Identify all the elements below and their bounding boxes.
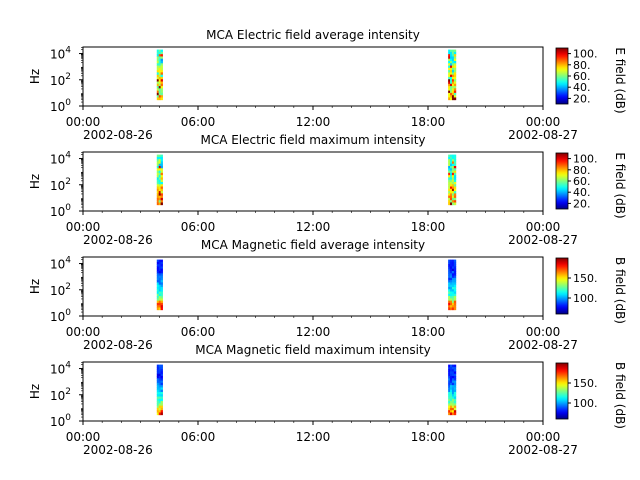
colorbar-tick-label: 80. [573, 164, 591, 177]
colorbar-tick-label: 100. [573, 48, 598, 61]
panel-4: MCA Magnetic field maximum intensity 100 1… [28, 343, 627, 457]
y-tick-label: 102 [50, 177, 71, 193]
y-axis-label: Hz [28, 69, 42, 84]
panel-2: MCA Electric field maximum intensity 100 1… [28, 133, 627, 247]
x-date-end: 2002-08-27 [508, 128, 578, 142]
x-tick-label: 12:00 [296, 115, 331, 129]
x-tick-label: 00:00 [66, 430, 101, 444]
data-pass [448, 364, 457, 416]
panel-title: MCA Electric field average intensity [206, 28, 420, 42]
y-axis-label: Hz [28, 279, 42, 294]
x-tick-label: 06:00 [181, 325, 216, 339]
x-date-start: 2002-08-26 [83, 443, 153, 457]
colorbar-tick-label: 100. [573, 153, 598, 166]
y-tick-label: 104 [50, 256, 71, 272]
y-tick-label: 100 [50, 98, 71, 114]
y-tick-label: 100 [50, 308, 71, 324]
x-tick-label: 00:00 [66, 220, 101, 234]
x-date-end: 2002-08-27 [508, 338, 578, 352]
data-pass [156, 49, 163, 101]
axes-frame [82, 361, 544, 422]
y-axis-label: Hz [28, 174, 42, 189]
x-date-end: 2002-08-27 [508, 233, 578, 247]
colorbar-tick-label: 40. [573, 186, 591, 199]
panel-title: MCA Magnetic field average intensity [201, 238, 425, 252]
x-tick-label: 00:00 [526, 220, 561, 234]
data-pass [156, 259, 163, 311]
x-tick-label: 00:00 [526, 115, 561, 129]
colorbar-tick-label: 150. [573, 377, 598, 390]
x-tick-label: 12:00 [296, 220, 331, 234]
colorbar-label: B field (dB) [613, 362, 627, 429]
axes-frame [82, 151, 544, 212]
colorbar-tick-label: 150. [573, 272, 598, 285]
colorbar-tick-label: 100. [573, 292, 598, 305]
colorbar-tick-label: 60. [573, 70, 591, 83]
colorbar-tick-label: 80. [573, 59, 591, 72]
y-tick-label: 104 [50, 361, 71, 377]
colorbar [555, 152, 569, 210]
x-tick-label: 18:00 [411, 220, 446, 234]
panel-title: MCA Electric field maximum intensity [200, 133, 425, 147]
colorbar-label: E field (dB) [613, 47, 627, 113]
x-tick-label: 06:00 [181, 115, 216, 129]
x-tick-label: 12:00 [296, 430, 331, 444]
x-date-end: 2002-08-27 [508, 443, 578, 457]
colorbar-tick-label: 20. [573, 92, 591, 105]
panel-3: MCA Magnetic field average intensity 100 1… [28, 238, 627, 352]
x-tick-label: 18:00 [411, 430, 446, 444]
x-tick-label: 00:00 [66, 115, 101, 129]
y-axis-label: Hz [28, 384, 42, 399]
x-tick-label: 12:00 [296, 325, 331, 339]
y-tick-label: 104 [50, 46, 71, 62]
panel-1: MCA Electric field average intensity 100 1… [28, 28, 627, 142]
colorbar [555, 362, 569, 420]
x-date-start: 2002-08-26 [83, 233, 153, 247]
x-tick-label: 00:00 [526, 430, 561, 444]
colorbar-label: E field (dB) [613, 152, 627, 218]
y-tick-label: 100 [50, 203, 71, 219]
data-pass [448, 259, 457, 311]
colorbar-tick-label: 100. [573, 397, 598, 410]
axes-frame [82, 256, 544, 317]
colorbar-tick-label: 60. [573, 175, 591, 188]
y-tick-label: 102 [50, 387, 71, 403]
y-tick-label: 102 [50, 282, 71, 298]
data-pass [448, 154, 457, 206]
y-tick-label: 102 [50, 72, 71, 88]
colorbar [555, 47, 569, 105]
axes-frame [82, 46, 544, 107]
colorbar-tick-label: 40. [573, 81, 591, 94]
x-tick-label: 00:00 [526, 325, 561, 339]
panel-title: MCA Magnetic field maximum intensity [195, 343, 431, 357]
colorbar-label: B field (dB) [613, 257, 627, 324]
y-tick-label: 100 [50, 413, 71, 429]
colorbar-tick-label: 20. [573, 197, 591, 210]
colorbar [555, 257, 569, 315]
x-date-start: 2002-08-26 [83, 128, 153, 142]
x-tick-label: 18:00 [411, 115, 446, 129]
data-pass [156, 154, 163, 206]
x-tick-label: 06:00 [181, 430, 216, 444]
x-tick-label: 18:00 [411, 325, 446, 339]
y-tick-label: 104 [50, 151, 71, 167]
data-pass [448, 49, 457, 101]
x-date-start: 2002-08-26 [83, 338, 153, 352]
x-tick-label: 06:00 [181, 220, 216, 234]
x-tick-label: 00:00 [66, 325, 101, 339]
data-pass [156, 364, 163, 416]
